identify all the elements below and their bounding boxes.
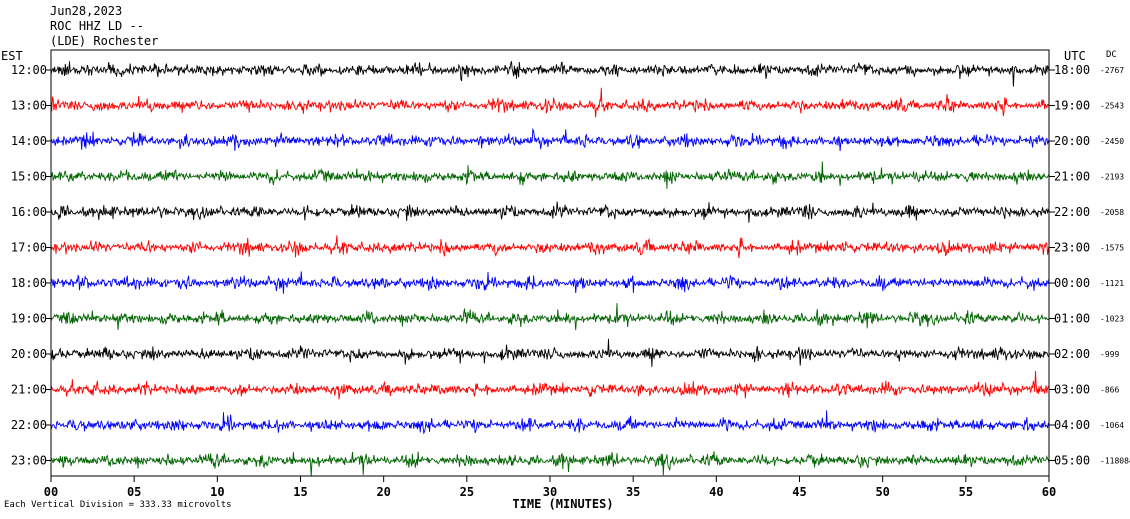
dc-offset-label: -2058 (1100, 208, 1124, 217)
utc-hour-label: 05:00 (1054, 454, 1090, 468)
utc-hour-label: 18:00 (1054, 63, 1090, 77)
right-axis-title: UTC (1064, 49, 1086, 63)
dc-offset-label: -866 (1100, 386, 1119, 395)
x-tick-label: 20 (376, 485, 390, 499)
trace-line (50, 201, 1050, 223)
dc-offset-label: -2767 (1100, 66, 1124, 75)
dc-offset-label: -1180841 (1100, 457, 1130, 466)
trace-line (50, 235, 1050, 259)
est-hour-label: 23:00 (11, 454, 47, 468)
est-hour-label: 18:00 (11, 276, 47, 290)
x-tick-label: 60 (1042, 485, 1056, 499)
x-tick-label: 10 (210, 485, 224, 499)
header-location: (LDE) Rochester (50, 34, 159, 48)
x-axis-title: TIME (MINUTES) (512, 497, 613, 511)
x-tick-label: 15 (293, 485, 307, 499)
left-axis-title: EST (1, 49, 23, 63)
x-tick-label: 05 (127, 485, 141, 499)
utc-hour-label: 04:00 (1054, 418, 1090, 432)
dc-offset-label: -1023 (1100, 315, 1124, 324)
est-hour-label: 20:00 (11, 347, 47, 361)
plot-frame (45, 49, 1055, 482)
x-tick-label: 45 (792, 485, 806, 499)
est-hour-label: 21:00 (11, 383, 47, 397)
trace-line (50, 303, 1050, 331)
dc-offset-label: -999 (1100, 350, 1119, 359)
x-tick-label: 00 (44, 485, 58, 499)
trace-line (50, 61, 1050, 87)
x-tick-label: 30 (543, 485, 557, 499)
utc-hour-label: 01:00 (1054, 312, 1090, 326)
header-station: ROC HHZ LD -- (50, 19, 144, 33)
trace-line (50, 271, 1050, 294)
utc-hour-label: 19:00 (1054, 99, 1090, 113)
est-hour-label: 15:00 (11, 170, 47, 184)
axis-labels: 00 05 10 15 20 25 30 35 40 45 50 55 60 TIME (MINUTES)… (1, 49, 1130, 511)
dc-offset-label: -2543 (1100, 102, 1124, 111)
dc-offset-label: -1121 (1100, 279, 1124, 288)
dc-offset-label: -2193 (1100, 173, 1124, 182)
est-hour-label: 16:00 (11, 205, 47, 219)
est-hour-label: 12:00 (11, 63, 47, 77)
scale-note: Each Vertical Division = 333.33 microvol… (4, 500, 232, 510)
utc-hour-label: 23:00 (1054, 241, 1090, 255)
x-tick-label: 40 (709, 485, 723, 499)
est-hour-label: 14:00 (11, 134, 47, 148)
trace-line (50, 161, 1050, 189)
x-tick-label: 55 (959, 485, 973, 499)
est-hour-label: 19:00 (11, 312, 47, 326)
x-tick-label: 35 (626, 485, 640, 499)
est-hour-label: 17:00 (11, 241, 47, 255)
utc-hour-label: 00:00 (1054, 276, 1090, 290)
utc-hour-label: 02:00 (1054, 347, 1090, 361)
seismic-traces (50, 61, 1050, 477)
utc-hour-label: 20:00 (1054, 134, 1090, 148)
trace-line (50, 338, 1050, 367)
utc-hour-label: 22:00 (1054, 205, 1090, 219)
trace-line (51, 127, 1050, 152)
x-tick-label: 25 (460, 485, 474, 499)
trace-line (50, 410, 1050, 435)
x-tick-label: 50 (875, 485, 889, 499)
est-hour-label: 22:00 (11, 418, 47, 432)
utc-hour-label: 03:00 (1054, 383, 1090, 397)
header-date: Jun28,2023 (50, 4, 123, 18)
trace-line (50, 87, 1050, 118)
dc-offset-label: -1575 (1100, 244, 1124, 253)
plot-border (50, 49, 1050, 477)
dc-offset-label: -1064 (1100, 421, 1124, 430)
dc-offset-label: -2450 (1100, 137, 1124, 146)
utc-hour-label: 21:00 (1054, 170, 1090, 184)
trace-line (50, 451, 1050, 477)
dc-column-title: DC (1106, 50, 1117, 60)
trace-line (50, 370, 1050, 400)
est-hour-label: 13:00 (11, 99, 47, 113)
